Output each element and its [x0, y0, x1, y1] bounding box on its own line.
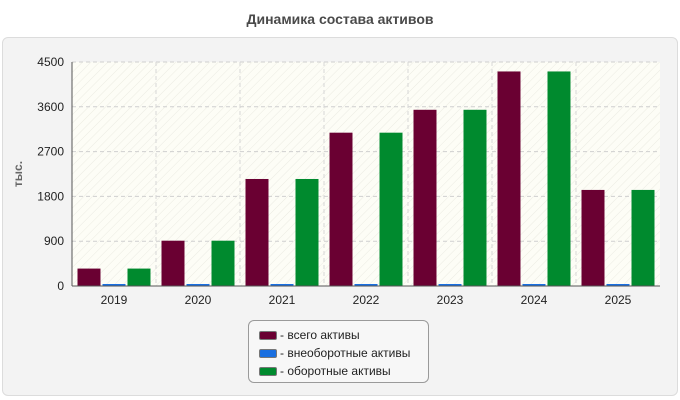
bar-всего-активы	[245, 178, 269, 286]
bar-внеоборотные-активы	[354, 284, 378, 286]
legend-swatch-current	[259, 366, 277, 376]
x-tick-label: 2023	[437, 293, 464, 307]
chart-legend: - всего активы - внеоборотные активы - о…	[248, 320, 429, 383]
plot-area	[72, 62, 660, 286]
legend-item-noncurrent: - внеоборотные активы	[259, 344, 428, 362]
y-tick-label: 4500	[37, 55, 64, 69]
bar-оборотные-активы	[463, 109, 487, 286]
bar-оборотные-активы	[211, 240, 235, 286]
y-tick-label: 2700	[37, 145, 64, 159]
bar-оборотные-активы	[379, 132, 403, 286]
y-tick-label: 3600	[37, 100, 64, 114]
legend-label-current: - оборотные активы	[280, 364, 391, 378]
legend-label-total: - всего активы	[280, 328, 360, 342]
chart-title: Динамика состава активов	[246, 11, 434, 27]
x-tick-label: 2019	[101, 293, 128, 307]
x-tick-label: 2024	[521, 293, 548, 307]
bar-оборотные-активы	[631, 189, 655, 286]
bar-всего-активы	[497, 71, 521, 286]
x-tick-label: 2022	[353, 293, 380, 307]
bar-внеоборотные-активы	[522, 284, 546, 286]
y-tick-label: 900	[44, 234, 64, 248]
bar-всего-активы	[413, 109, 437, 286]
y-axis-label: тыс.	[11, 161, 25, 187]
bar-оборотные-активы	[295, 178, 319, 286]
legend-item-total: - всего активы	[259, 326, 428, 344]
bar-всего-активы	[581, 189, 605, 286]
bar-внеоборотные-активы	[186, 284, 210, 286]
y-tick-label: 1800	[37, 189, 64, 203]
bar-всего-активы	[77, 268, 101, 286]
bar-внеоборотные-активы	[606, 284, 630, 286]
x-tick-label: 2020	[185, 293, 212, 307]
x-tick-label: 2021	[269, 293, 296, 307]
bar-всего-активы	[329, 132, 353, 286]
legend-label-noncurrent: - внеоборотные активы	[280, 346, 411, 360]
x-tick-label: 2025	[605, 293, 632, 307]
legend-swatch-total	[259, 330, 277, 340]
bar-оборотные-активы	[547, 71, 571, 286]
bar-внеоборотные-активы	[438, 284, 462, 286]
y-tick-label: 0	[57, 279, 64, 293]
bar-внеоборотные-активы	[102, 284, 126, 286]
legend-item-current: - оборотные активы	[259, 362, 428, 380]
bar-оборотные-активы	[127, 268, 151, 286]
bar-всего-активы	[161, 240, 185, 286]
bar-внеоборотные-активы	[270, 284, 294, 286]
legend-swatch-noncurrent	[259, 348, 277, 358]
